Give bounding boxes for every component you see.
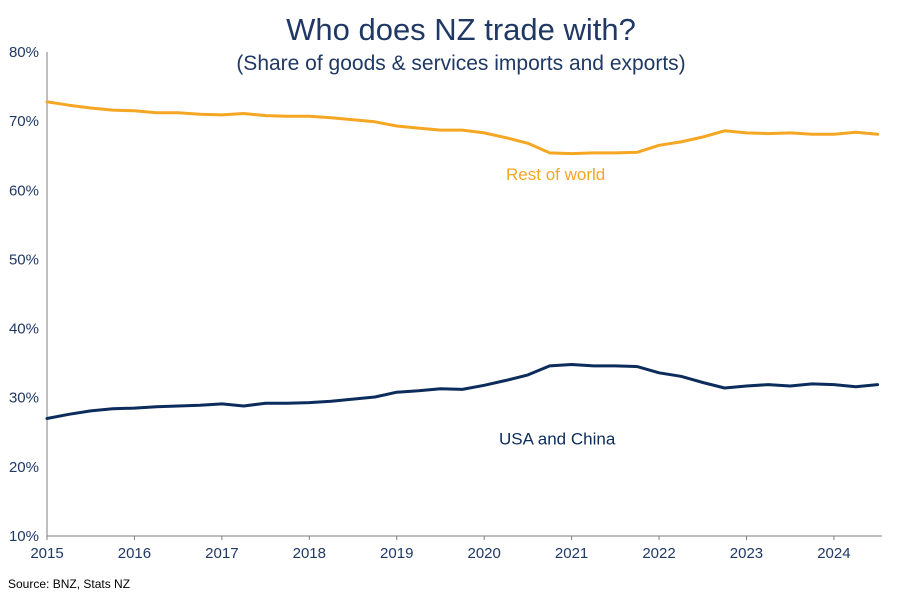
series-line-rest-of-world	[45, 100, 880, 156]
x-tick-label: 2024	[817, 545, 850, 562]
x-tick-label: 2023	[730, 545, 763, 562]
chart-subtitle: (Share of goods & services imports and e…	[236, 52, 685, 75]
y-tick-label: 50%	[9, 251, 39, 268]
series-line-usa-and-china	[45, 363, 880, 420]
y-tick-label: 60%	[9, 182, 39, 199]
y-tick-label: 70%	[9, 113, 39, 130]
x-tick-label: 2021	[555, 545, 588, 562]
y-tick-label: 80%	[9, 44, 39, 61]
series-label-usa-and-china: USA and China	[499, 430, 616, 449]
series-label-rest-of-world: Rest of world	[506, 165, 605, 184]
x-tick-label: 2019	[380, 545, 413, 562]
x-tick-label: 2018	[293, 545, 326, 562]
x-tick-label: 2015	[30, 545, 63, 562]
y-tick-label: 30%	[9, 390, 39, 407]
x-axis: 2015 2016 2017 2018 2019 2020 2021 2022 2023 2024	[30, 536, 851, 562]
y-axis: 10% 20% 30% 40% 50% 60% 70% 80%	[9, 44, 39, 545]
y-tick-label: 10%	[9, 528, 39, 545]
x-tick-label: 2016	[118, 545, 151, 562]
x-tick-label: 2022	[642, 545, 675, 562]
x-tick-label: 2017	[205, 545, 238, 562]
x-tick-label: 2020	[467, 545, 500, 562]
series-lines	[45, 100, 880, 420]
y-tick-label: 40%	[9, 321, 39, 338]
chart-title: Who does NZ trade with?	[286, 12, 636, 47]
y-tick-label: 20%	[9, 459, 39, 476]
source-note: Source: BNZ, Stats NZ	[8, 577, 130, 591]
series-labels: Rest of world USA and China	[499, 165, 616, 449]
